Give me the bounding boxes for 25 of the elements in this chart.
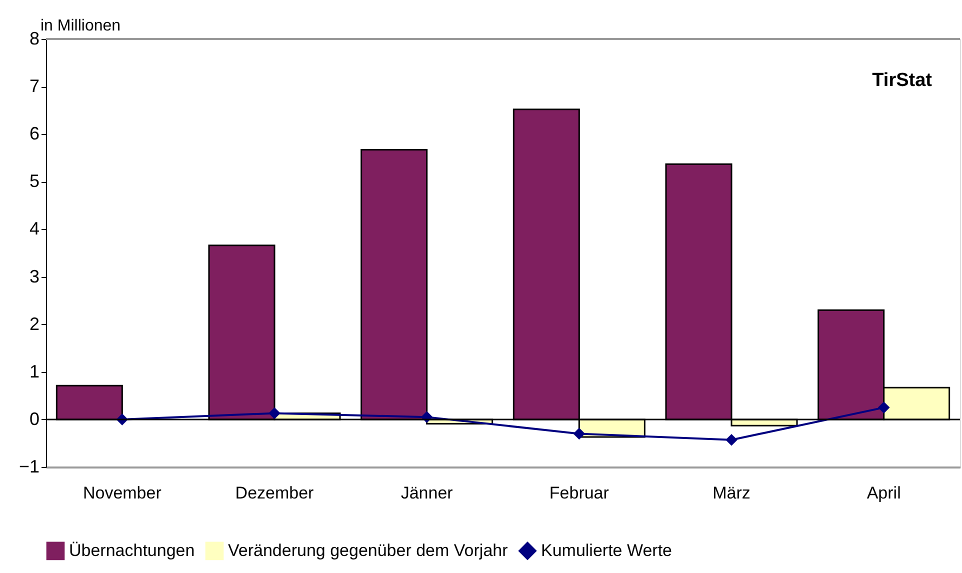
y-tick-label: 4 xyxy=(29,218,40,239)
legend-label: Veränderung gegenüber dem Vorjahr xyxy=(228,540,508,560)
x-tick-label: November xyxy=(82,484,162,502)
y-tick-label: 0 xyxy=(29,408,40,429)
point xyxy=(573,428,586,440)
y-tick-label: −1 xyxy=(18,456,40,476)
y-tick-label: 1 xyxy=(29,361,40,382)
point xyxy=(726,434,738,446)
x-tick-label: Februar xyxy=(549,484,610,502)
annotation: TirStat xyxy=(872,70,933,91)
y-tick-label: 7 xyxy=(29,76,40,96)
y-tick-label: 6 xyxy=(29,124,40,144)
y-tick-label: 3 xyxy=(29,266,40,286)
point xyxy=(878,402,890,414)
y-tick-label: 8 xyxy=(29,28,40,48)
x-tick-label: Jänner xyxy=(400,484,454,502)
legend-label: Kumulierte Werte xyxy=(541,540,672,560)
y-tick-label: 2 xyxy=(29,314,40,334)
x-tick-label: März xyxy=(712,484,750,502)
x-tick-label: April xyxy=(866,484,901,502)
y-tick-label: 5 xyxy=(29,171,40,192)
point xyxy=(268,407,280,420)
x-tick-label: Dezember xyxy=(235,484,314,502)
y-axis-title: in Millionen xyxy=(40,18,121,34)
legend-label: Übernachtungen xyxy=(69,540,195,560)
